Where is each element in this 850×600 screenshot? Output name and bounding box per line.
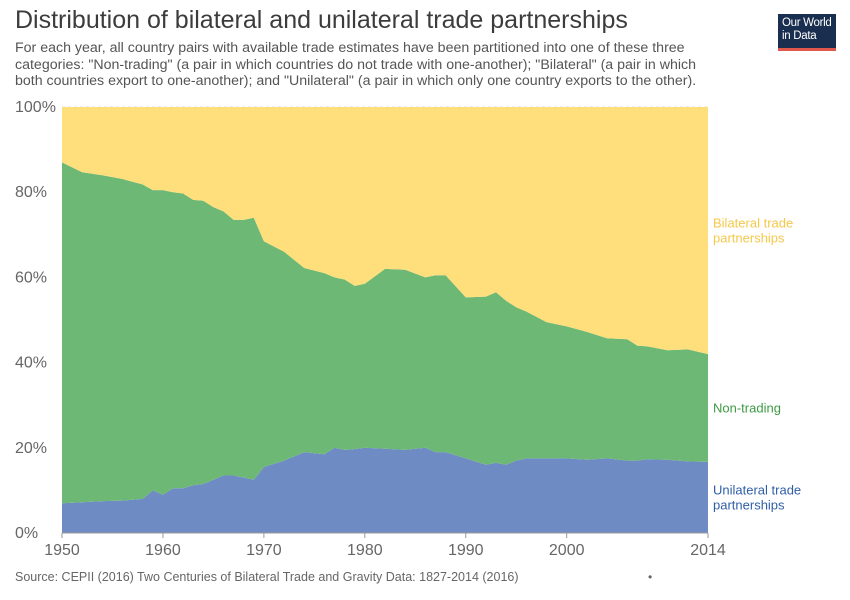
source-note: Source: CEPII (2016) Two Centuries of Bi… xyxy=(15,570,519,584)
y-tick-label: 20% xyxy=(15,440,47,457)
x-tick-label: 1970 xyxy=(246,542,282,559)
x-tick-label: 2014 xyxy=(690,542,726,559)
area-series-1 xyxy=(62,447,708,533)
logo-line-2: in Data xyxy=(782,30,817,42)
series-label: Non-trading xyxy=(713,400,781,415)
series-label: partnerships xyxy=(713,497,785,512)
x-tick-label: 1990 xyxy=(448,542,484,559)
y-tick-label: 40% xyxy=(15,355,47,372)
y-tick-label: 60% xyxy=(15,269,47,286)
series-label: Bilateral trade xyxy=(713,216,793,231)
logo-line-1: Our World xyxy=(782,17,832,29)
area-series-2 xyxy=(62,162,708,504)
chart-title: Distribution of bilateral and unilateral… xyxy=(15,6,628,34)
y-tick-label: 80% xyxy=(15,184,47,201)
x-tick-label: 2000 xyxy=(549,542,585,559)
x-tick-label: 1950 xyxy=(44,542,80,559)
chart-subtitle: For each year, all country pairs with av… xyxy=(15,40,697,90)
y-tick-label: 0% xyxy=(15,525,38,542)
owid-logo[interactable]: Our World in Data xyxy=(778,14,836,51)
series-label: partnerships xyxy=(713,231,785,246)
series-label: Unilateral trade xyxy=(713,482,801,497)
x-tick-label: 1960 xyxy=(145,542,181,559)
area-series-3 xyxy=(62,107,708,355)
footer-dot: • xyxy=(648,570,653,584)
y-tick-label: 100% xyxy=(15,99,56,116)
x-tick-label: 1980 xyxy=(347,542,383,559)
